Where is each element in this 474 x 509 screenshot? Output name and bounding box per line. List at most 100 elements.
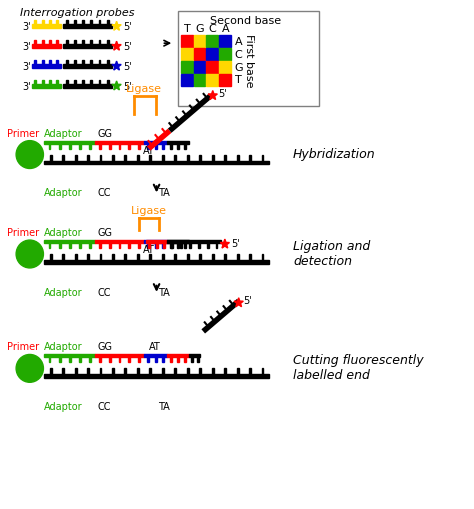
Bar (194, 48, 205, 60)
Bar (194, 35, 205, 47)
Bar (170, 243, 172, 248)
Text: 3': 3' (22, 82, 31, 92)
Bar (212, 254, 214, 260)
Bar (56, 80, 58, 84)
Bar (49, 40, 51, 44)
Bar (74, 254, 76, 260)
Bar (206, 48, 218, 60)
Bar (42, 20, 44, 24)
Text: Adaptor: Adaptor (45, 402, 83, 412)
Bar (99, 20, 100, 24)
Bar (79, 144, 81, 149)
Polygon shape (220, 239, 229, 248)
Bar (155, 357, 156, 362)
Bar (189, 354, 201, 357)
Text: 3': 3' (22, 62, 31, 72)
Text: Interrogation probes: Interrogation probes (20, 8, 135, 18)
Bar (187, 254, 189, 260)
Bar (45, 140, 95, 144)
Bar (42, 40, 44, 44)
Bar (107, 60, 109, 64)
Bar (100, 369, 101, 374)
Polygon shape (208, 91, 218, 100)
Text: Ligase: Ligase (126, 84, 162, 94)
Text: 5': 5' (123, 22, 132, 32)
Bar (50, 155, 52, 160)
Bar (178, 11, 319, 106)
Text: 5': 5' (219, 89, 228, 99)
Polygon shape (112, 21, 121, 30)
Bar (148, 243, 150, 248)
Text: CC: CC (97, 402, 110, 412)
Bar (149, 254, 151, 260)
Bar (91, 60, 92, 64)
Text: T: T (235, 75, 241, 86)
Bar (112, 369, 114, 374)
Text: Second base: Second base (210, 16, 282, 26)
Text: Adaptor: Adaptor (45, 129, 83, 138)
Bar (56, 20, 58, 24)
Bar (32, 44, 61, 48)
Bar (171, 243, 173, 248)
Bar (118, 357, 120, 362)
Bar (89, 144, 91, 149)
Bar (167, 240, 189, 243)
Bar (74, 369, 76, 374)
Bar (194, 74, 205, 86)
Bar (162, 155, 164, 160)
Bar (66, 40, 68, 44)
Bar (149, 155, 151, 160)
Bar (49, 60, 51, 64)
Bar (138, 357, 140, 362)
Bar (144, 140, 167, 144)
Bar (198, 243, 200, 248)
Bar (187, 155, 189, 160)
Bar (118, 144, 120, 149)
Bar (56, 40, 58, 44)
Bar (147, 144, 149, 149)
Bar (219, 74, 231, 86)
Bar (147, 357, 149, 362)
Text: CC: CC (97, 288, 110, 298)
Bar (170, 357, 172, 362)
Text: First base: First base (244, 34, 254, 88)
Bar (107, 40, 109, 44)
Bar (99, 357, 101, 362)
Bar (100, 254, 101, 260)
Bar (174, 369, 176, 374)
Bar (237, 369, 238, 374)
Bar (79, 243, 81, 248)
Bar (69, 357, 71, 362)
Text: 5': 5' (123, 62, 132, 72)
Text: Adaptor: Adaptor (45, 343, 83, 352)
Bar (49, 20, 51, 24)
Bar (262, 369, 264, 374)
Bar (45, 160, 269, 164)
Bar (79, 357, 81, 362)
Bar (212, 369, 214, 374)
Bar (63, 84, 112, 88)
Bar (216, 243, 218, 248)
Text: T: T (184, 24, 191, 34)
Text: Hybridization: Hybridization (293, 148, 376, 161)
Polygon shape (112, 41, 121, 50)
Bar (59, 357, 61, 362)
Bar (74, 155, 76, 160)
Bar (95, 140, 144, 144)
Bar (206, 74, 218, 86)
Bar (35, 40, 36, 44)
Bar (199, 254, 201, 260)
Bar (63, 24, 112, 28)
Bar (147, 243, 149, 248)
Text: 5': 5' (123, 82, 132, 92)
Bar (162, 254, 164, 260)
Bar (118, 243, 120, 248)
Bar (163, 243, 164, 248)
Bar (212, 155, 214, 160)
Bar (35, 80, 36, 84)
Bar (87, 369, 89, 374)
Text: Ligase: Ligase (131, 206, 167, 216)
Bar (125, 369, 127, 374)
Text: GG: GG (97, 129, 112, 138)
Bar (262, 254, 264, 260)
